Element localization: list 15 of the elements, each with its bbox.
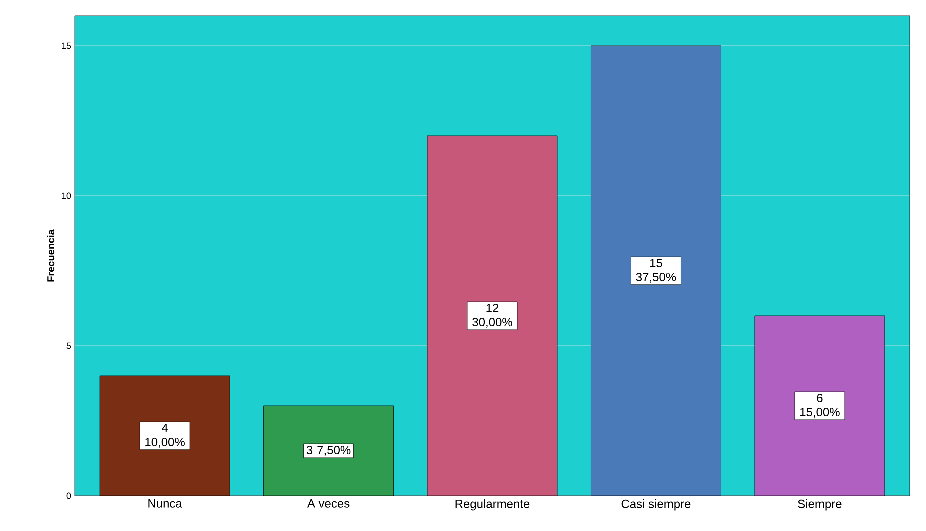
x-tick-label: Siempre: [798, 500, 842, 511]
x-tick-label: A veces: [307, 500, 350, 508]
data-label: 12 30,00%: [472, 304, 512, 328]
data-label: 4 10,00%: [146, 424, 185, 448]
x-tick-label: Casi siempre: [622, 500, 691, 511]
y-tick-label: 15: [62, 42, 72, 50]
y-tick-label: 0: [66, 492, 72, 500]
x-tick-label: Nunca: [148, 500, 182, 508]
x-tick-label: Regularmente: [456, 500, 530, 511]
y-axis-title: Frecuencia: [47, 230, 55, 282]
y-tick-label: 10: [62, 192, 72, 200]
y-tick-label: 5: [66, 342, 72, 350]
data-label: 3 7,50%: [306, 446, 351, 456]
data-label: 6 15,00%: [800, 394, 840, 418]
data-label: 15 37,50%: [636, 259, 676, 283]
